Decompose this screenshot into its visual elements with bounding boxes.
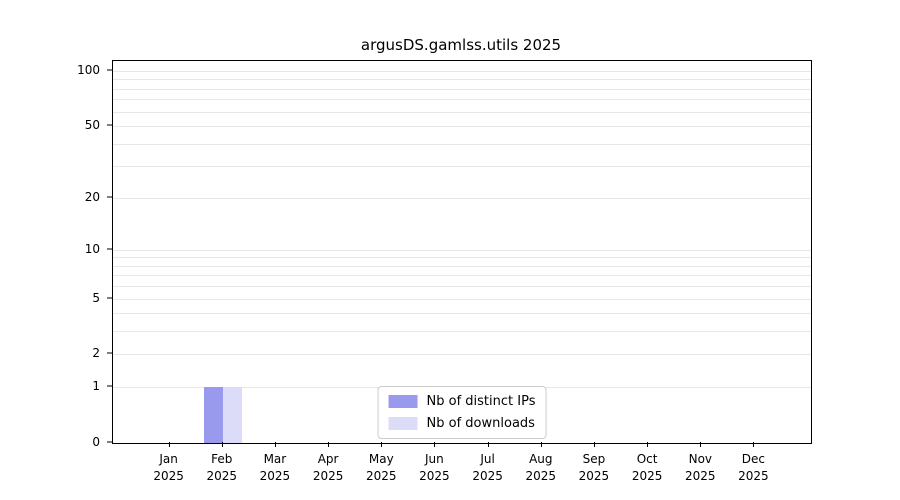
x-tick-label-year: 2025 (738, 469, 769, 484)
x-tick-label-month: Nov (688, 452, 713, 466)
legend-entry: Nb of distinct IPs (388, 394, 536, 409)
y-tick-mark (107, 385, 112, 387)
gridline (113, 79, 811, 81)
x-tick-label-year: 2025 (153, 469, 184, 484)
x-tick-label-month: Jul (480, 452, 495, 466)
x-tick-mark (753, 442, 755, 447)
y-tick-label: 10 (84, 241, 100, 256)
x-tick-label-year: 2025 (472, 469, 503, 484)
x-tick-mark (434, 442, 436, 447)
x-tick-mark (700, 442, 702, 447)
legend-swatch (388, 417, 418, 430)
bar (203, 387, 223, 443)
y-tick-label: 2 (92, 346, 100, 361)
x-tick-label: Jan 2025 (153, 451, 184, 486)
y-tick-mark (107, 196, 112, 198)
x-tick-mark (487, 442, 489, 447)
x-tick-label-month: Aug (529, 452, 553, 466)
legend-swatch (388, 395, 418, 408)
x-tick-label-month: Apr (317, 452, 339, 466)
legend-label: Nb of downloads (426, 416, 535, 431)
bar (222, 387, 242, 443)
x-tick-label-year: 2025 (525, 469, 557, 484)
x-tick-label-month: Feb (211, 452, 233, 466)
x-tick-label: Mar 2025 (260, 451, 291, 486)
y-tick-mark (107, 124, 112, 126)
gridline (113, 143, 811, 145)
x-tick-label: Dec 2025 (738, 451, 769, 486)
gridline (113, 298, 811, 300)
gridline (113, 286, 811, 288)
plot-area: Nb of distinct IPs Nb of downloads (112, 60, 812, 444)
gridline (113, 88, 811, 90)
x-tick-label-month: Jan (159, 452, 178, 466)
legend-entry: Nb of downloads (388, 416, 536, 431)
gridline (113, 197, 811, 199)
gridline (113, 166, 811, 168)
x-tick-label-year: 2025 (366, 469, 397, 484)
gridline (113, 111, 811, 113)
x-tick-label-year: 2025 (206, 469, 238, 484)
x-tick-label-year: 2025 (631, 469, 663, 484)
legend-label: Nb of distinct IPs (426, 394, 536, 409)
x-tick-mark (328, 442, 330, 447)
gridline (113, 313, 811, 315)
chart-title: argusDS.gamlss.utils 2025 (360, 36, 562, 54)
gridline (113, 126, 811, 127)
y-tick-mark (107, 441, 112, 443)
y-tick-label: 20 (84, 189, 100, 204)
gridline (113, 249, 811, 251)
x-tick-label-month: Jun (425, 452, 444, 466)
gridline (113, 265, 811, 267)
y-tick-label: 1 (92, 379, 100, 394)
gridline (113, 99, 811, 101)
x-tick-label-month: Oct (636, 452, 658, 466)
x-tick-mark (168, 442, 170, 447)
x-tick-mark (221, 442, 223, 447)
x-tick-label: Feb 2025 (207, 451, 238, 486)
x-tick-label-year: 2025 (578, 469, 610, 484)
x-tick-mark (540, 442, 542, 447)
x-tick-mark (274, 442, 276, 447)
gridline (113, 257, 811, 259)
x-tick-mark (647, 442, 649, 447)
x-tick-label: Apr 2025 (313, 451, 344, 486)
y-tick-label: 100 (77, 62, 100, 77)
x-tick-label-month: Dec (741, 452, 766, 466)
x-tick-label: Aug 2025 (526, 451, 557, 486)
y-tick-mark (107, 248, 112, 250)
legend: Nb of distinct IPs Nb of downloads (377, 386, 547, 439)
x-tick-label-month: Mar (263, 452, 287, 466)
y-tick-label: 0 (92, 435, 100, 449)
x-tick-label-month: May (368, 452, 394, 466)
x-tick-mark (593, 442, 595, 447)
x-tick-label-year: 2025 (312, 469, 344, 484)
y-tick-label: 5 (92, 290, 100, 305)
bar-series (113, 61, 811, 443)
y-tick-mark (107, 352, 112, 354)
gridline (113, 70, 811, 72)
gridline (113, 331, 811, 333)
gridlines (113, 61, 811, 443)
x-tick-label-year: 2025 (259, 469, 291, 484)
x-tick-label: Jul 2025 (472, 451, 503, 486)
x-tick-label: May 2025 (366, 451, 397, 486)
y-tick-mark (107, 69, 112, 71)
x-tick-label: Sep 2025 (579, 451, 610, 486)
x-tick-label-year: 2025 (419, 469, 450, 484)
x-tick-label: Nov 2025 (685, 451, 716, 486)
x-tick-label: Oct 2025 (632, 451, 663, 486)
x-tick-label-year: 2025 (685, 469, 716, 484)
y-tick-mark (107, 297, 112, 298)
x-tick-label-month: Sep (582, 452, 606, 466)
x-tick-label: Jun 2025 (419, 451, 450, 486)
y-tick-label: 50 (84, 118, 100, 132)
gridline (113, 354, 811, 356)
gridline (113, 275, 811, 277)
x-tick-mark (381, 442, 383, 447)
